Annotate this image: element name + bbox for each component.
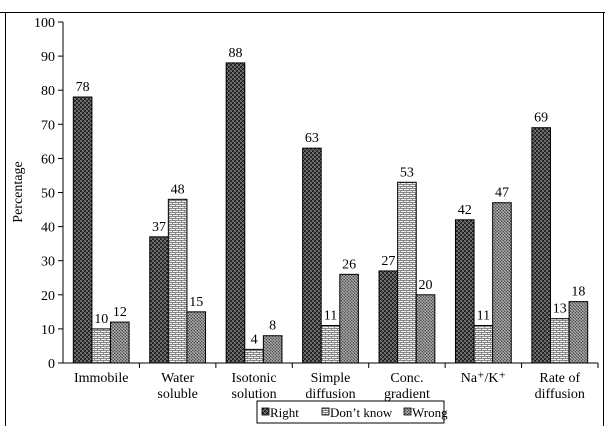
bar-wrong: [186, 311, 207, 364]
value-labels: 78 10 12 37 48 15 88 48 63 11 26 27 53 20 42 11 47 69 13 18: [76, 46, 586, 347]
y-axis-label: Percentage: [11, 161, 26, 222]
value-label: 11: [324, 308, 337, 323]
value-label: 27: [381, 254, 395, 269]
frame-right-edge: [603, 12, 604, 426]
value-label: 48: [171, 182, 185, 197]
bar-dont-know: [397, 181, 417, 364]
bar-dont-know: [167, 198, 188, 364]
value-label: 11: [477, 308, 490, 323]
y-tick-label: 10: [41, 323, 55, 338]
bar-wrong: [568, 301, 589, 364]
category-label: solution: [232, 387, 277, 402]
y-tick-label: 20: [41, 289, 55, 304]
legend-label: Wrong: [412, 405, 448, 420]
value-label: 37: [152, 220, 166, 235]
bar-dont-know: [549, 318, 570, 364]
y-tick-label: 50: [41, 187, 55, 202]
frame-left-edge: [5, 12, 6, 426]
y-tick-label: 70: [41, 118, 55, 133]
legend-swatch-dont-know: [321, 407, 330, 416]
bar-wrong: [339, 273, 359, 364]
value-label: 88: [228, 46, 242, 61]
bar-wrong: [110, 321, 130, 364]
bar-marks: [72, 62, 589, 364]
y-tick-label: 30: [41, 255, 55, 270]
value-label: 42: [458, 203, 472, 218]
bar-right: [531, 127, 551, 364]
value-label: 15: [189, 295, 203, 310]
bar-wrong: [415, 294, 436, 364]
value-label: 12: [113, 305, 127, 320]
y-tick-label: 60: [41, 152, 55, 167]
y-tick-label: 80: [41, 84, 55, 99]
bar-right: [302, 147, 322, 364]
bar-wrong: [262, 335, 283, 364]
value-label: 47: [495, 186, 509, 201]
bar-right: [225, 62, 246, 364]
category-label: Na⁺/K⁺: [461, 371, 506, 386]
bar-right: [378, 270, 399, 364]
legend-swatch-right: [261, 407, 270, 416]
value-label: 4: [251, 332, 258, 347]
bar-right: [149, 236, 169, 364]
y-tick-label: 90: [41, 50, 55, 65]
category-label: diffusion: [535, 387, 585, 402]
bar-wrong: [492, 202, 512, 364]
y-tick-label: 0: [48, 357, 55, 372]
legend-box: [256, 400, 445, 424]
bar-dont-know: [320, 324, 341, 364]
category-label: Conc.: [390, 371, 423, 386]
value-label: 18: [571, 285, 585, 300]
bar-right: [454, 219, 475, 364]
frame-top-edge: [0, 12, 605, 13]
value-label: 78: [76, 80, 90, 95]
category-label: Rate of: [539, 371, 580, 386]
category-label: soluble: [157, 387, 197, 402]
legend: Right Don’t know Wrong: [256, 400, 448, 424]
legend-swatch-wrong: [403, 407, 412, 416]
category-label: Water: [161, 371, 194, 386]
y-tick-label: 100: [34, 16, 55, 31]
value-label: 53: [400, 165, 414, 180]
legend-label: Don’t know: [330, 405, 393, 420]
y-tick-label: 40: [41, 221, 55, 236]
value-label: 10: [94, 312, 108, 327]
bar-dont-know: [91, 328, 112, 364]
value-label: 13: [553, 302, 567, 317]
category-label: Isotonic: [232, 371, 277, 386]
value-label: 69: [534, 111, 548, 126]
category-label: gradient: [384, 387, 430, 402]
category-label: Immobile: [74, 371, 128, 386]
value-label: 20: [419, 278, 433, 293]
legend-label: Right: [270, 405, 299, 420]
value-label: 26: [342, 257, 356, 272]
y-axis: 0 10 20 30 40 50 60 70 80 90 100: [34, 16, 63, 372]
bar-dont-know: [244, 348, 264, 364]
bar-right: [72, 96, 93, 364]
value-label: 63: [305, 131, 319, 146]
category-label: Simple: [311, 371, 351, 386]
value-label: 8: [269, 319, 276, 334]
category-label: diffusion: [305, 387, 355, 402]
bar-dont-know: [473, 324, 494, 364]
